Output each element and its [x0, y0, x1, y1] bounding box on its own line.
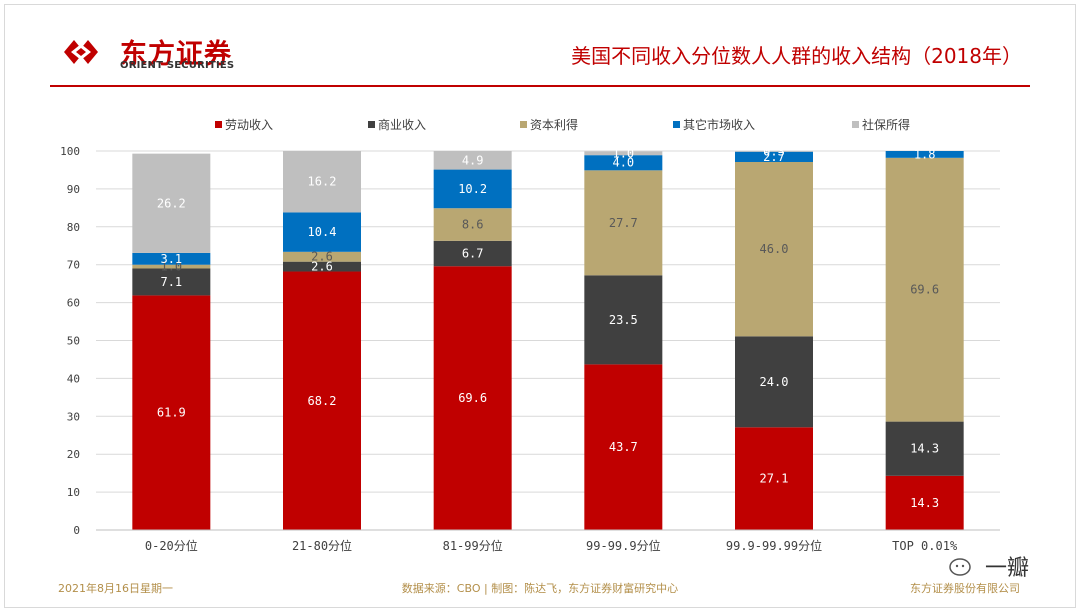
title-divider [50, 85, 1030, 87]
slide-frame [4, 4, 1076, 608]
logo-text-en: ORIENT SECURITIES [120, 60, 235, 71]
watermark-text: 一瓣 [985, 556, 1030, 581]
wechat-watermark-icon [949, 558, 971, 576]
footer-source: 数据来源：CBO | 制图：陈达飞，东方证券财富研究中心 [401, 582, 679, 595]
footer-company: 东方证券股份有限公司 [910, 582, 1020, 595]
footer-date: 2021年8月16日星期一 [58, 582, 173, 595]
logo-text-cn: 东方证券 [120, 39, 232, 70]
chart-title: 美国不同收入分位数人人群的收入结构（2018年） [571, 44, 1022, 68]
orient-securities-logo-icon [64, 40, 98, 64]
